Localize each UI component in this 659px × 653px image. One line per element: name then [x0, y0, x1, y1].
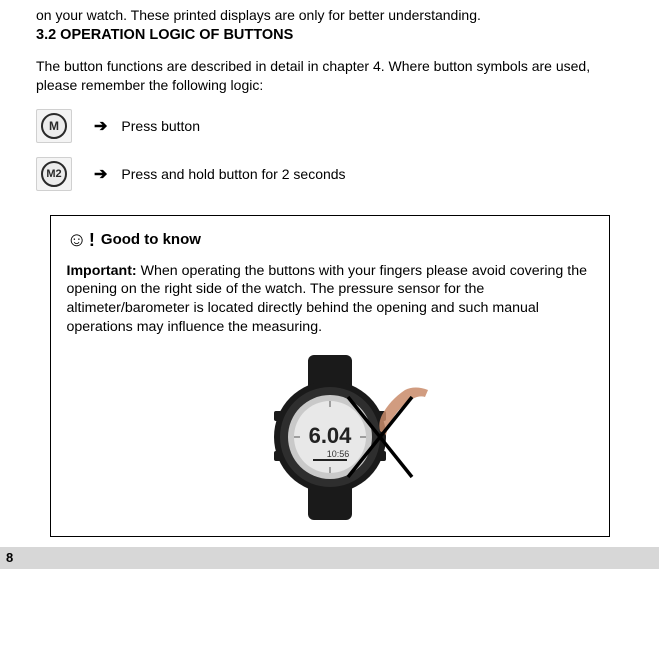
watch-display-main: 6.04 — [308, 423, 352, 448]
watch-illustration: 6.04 10:56 — [230, 355, 430, 520]
arrow-icon: ➔ — [94, 116, 107, 136]
callout-body-text: When operating the buttons with your fin… — [67, 263, 588, 335]
smiley-icon: ☺ — [67, 230, 87, 250]
watch-figure: 6.04 10:56 — [67, 355, 593, 520]
bang-icon: ! — [89, 231, 95, 249]
button-symbol-m: M — [36, 109, 72, 143]
button-symbol-label: M — [41, 113, 67, 139]
button-symbol-label: M2 — [41, 161, 67, 187]
button-symbol-m2: M2 — [36, 157, 72, 191]
page-footer: 8 — [0, 547, 659, 569]
logic-text-hold: Press and hold button for 2 seconds — [121, 166, 345, 182]
logic-text-press: Press button — [121, 118, 200, 134]
arrow-icon: ➔ — [94, 164, 107, 184]
callout-title-text: Good to know — [101, 231, 201, 248]
intro-fragment: on your watch. These printed displays ar… — [36, 6, 623, 25]
logic-row-press: M ➔ Press button — [36, 109, 623, 143]
section-heading: 3.2 OPERATION LOGIC OF BUTTONS — [36, 27, 623, 43]
logic-row-hold: M2 ➔ Press and hold button for 2 seconds — [36, 157, 623, 191]
callout-body: Important: When operating the buttons wi… — [67, 262, 593, 337]
watch-display-sub: 10:56 — [326, 449, 349, 459]
good-to-know-callout: ☺ ! Good to know Important: When operati… — [50, 215, 610, 537]
page-number: 8 — [6, 550, 13, 565]
callout-title: ☺ ! Good to know — [67, 230, 593, 250]
important-label: Important: — [67, 263, 137, 279]
intro-paragraph: The button functions are described in de… — [36, 57, 623, 95]
